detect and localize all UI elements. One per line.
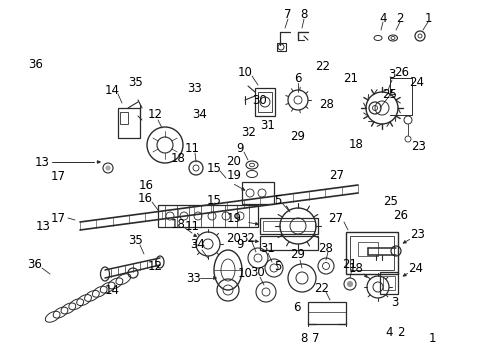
Text: 35: 35 — [128, 76, 143, 89]
Bar — [346, 232, 397, 274]
Text: 20: 20 — [226, 155, 241, 168]
Text: 11: 11 — [184, 141, 199, 154]
Text: 25: 25 — [382, 195, 397, 208]
Bar — [260, 218, 317, 234]
Text: 2: 2 — [395, 12, 403, 24]
Text: 4: 4 — [384, 327, 392, 339]
Text: 13: 13 — [36, 220, 50, 233]
Text: 14: 14 — [104, 84, 119, 96]
Text: 27: 27 — [328, 169, 343, 182]
Text: 28: 28 — [318, 242, 333, 255]
Text: 8: 8 — [300, 8, 307, 21]
Text: 12: 12 — [148, 260, 163, 273]
Bar — [254, 88, 274, 116]
Text: 19: 19 — [226, 169, 241, 182]
Circle shape — [106, 166, 110, 170]
Text: 12: 12 — [147, 108, 162, 122]
Bar — [379, 272, 397, 294]
Text: 10: 10 — [238, 267, 252, 280]
Bar — [276, 43, 285, 51]
Bar — [258, 92, 271, 112]
Text: 34: 34 — [192, 108, 206, 121]
Bar — [357, 242, 377, 256]
Text: 31: 31 — [260, 242, 275, 255]
Text: 7: 7 — [311, 332, 319, 345]
Text: 14: 14 — [105, 284, 120, 297]
Text: 6: 6 — [294, 72, 301, 85]
Text: 29: 29 — [289, 130, 304, 143]
Text: 30: 30 — [250, 266, 265, 279]
Text: 3: 3 — [387, 68, 395, 81]
Text: 17: 17 — [50, 170, 65, 183]
Text: 31: 31 — [260, 119, 275, 132]
Text: 6: 6 — [293, 301, 301, 314]
Text: 25: 25 — [382, 89, 397, 102]
Text: 22: 22 — [314, 282, 329, 294]
Bar — [263, 221, 314, 231]
Text: 32: 32 — [240, 231, 255, 244]
Circle shape — [347, 282, 352, 287]
Text: 23: 23 — [410, 229, 425, 242]
Bar — [158, 205, 258, 227]
Bar — [118, 108, 140, 138]
Text: 15: 15 — [206, 194, 221, 207]
Text: 33: 33 — [187, 82, 202, 95]
Text: 18: 18 — [170, 219, 185, 231]
Bar — [307, 302, 346, 324]
Text: 26: 26 — [393, 209, 407, 222]
Text: 24: 24 — [408, 76, 423, 89]
Text: 34: 34 — [190, 238, 205, 252]
Text: 35: 35 — [128, 234, 143, 247]
Text: 18: 18 — [348, 138, 363, 150]
Text: 2: 2 — [396, 327, 404, 339]
Text: 21: 21 — [343, 72, 358, 85]
Bar — [382, 276, 394, 290]
Text: 5: 5 — [274, 194, 281, 207]
Text: 23: 23 — [410, 140, 425, 153]
Text: 9: 9 — [236, 141, 243, 154]
Text: 1: 1 — [424, 12, 431, 24]
Text: 24: 24 — [407, 261, 423, 274]
Text: 27: 27 — [328, 211, 343, 225]
Text: 16: 16 — [137, 192, 152, 204]
Text: 36: 36 — [28, 58, 42, 71]
Text: 19: 19 — [226, 211, 241, 225]
Text: 3: 3 — [390, 296, 398, 309]
Text: 8: 8 — [300, 332, 307, 345]
Text: 17: 17 — [50, 211, 65, 225]
Text: 36: 36 — [27, 258, 42, 271]
Text: 20: 20 — [226, 231, 241, 244]
Text: 7: 7 — [284, 8, 291, 21]
Text: 33: 33 — [186, 271, 201, 284]
Text: 30: 30 — [251, 94, 266, 107]
Bar — [242, 182, 273, 204]
Text: 29: 29 — [290, 248, 305, 261]
Text: 15: 15 — [206, 162, 221, 175]
Bar — [349, 236, 393, 270]
Bar — [120, 112, 128, 124]
Bar — [260, 236, 317, 250]
Text: 22: 22 — [315, 60, 329, 73]
Text: 13: 13 — [35, 156, 49, 168]
Text: 28: 28 — [319, 98, 333, 111]
Text: 1: 1 — [428, 332, 436, 345]
Text: 21: 21 — [342, 258, 357, 271]
Text: 9: 9 — [235, 238, 243, 251]
Text: 18: 18 — [348, 261, 363, 274]
Text: 11: 11 — [184, 220, 199, 233]
Text: 5: 5 — [273, 260, 281, 273]
Text: 10: 10 — [237, 66, 252, 78]
Text: 32: 32 — [241, 126, 255, 139]
Text: 16: 16 — [138, 179, 153, 192]
Text: 26: 26 — [394, 66, 408, 78]
Text: 18: 18 — [171, 152, 185, 165]
Text: 4: 4 — [379, 12, 386, 24]
